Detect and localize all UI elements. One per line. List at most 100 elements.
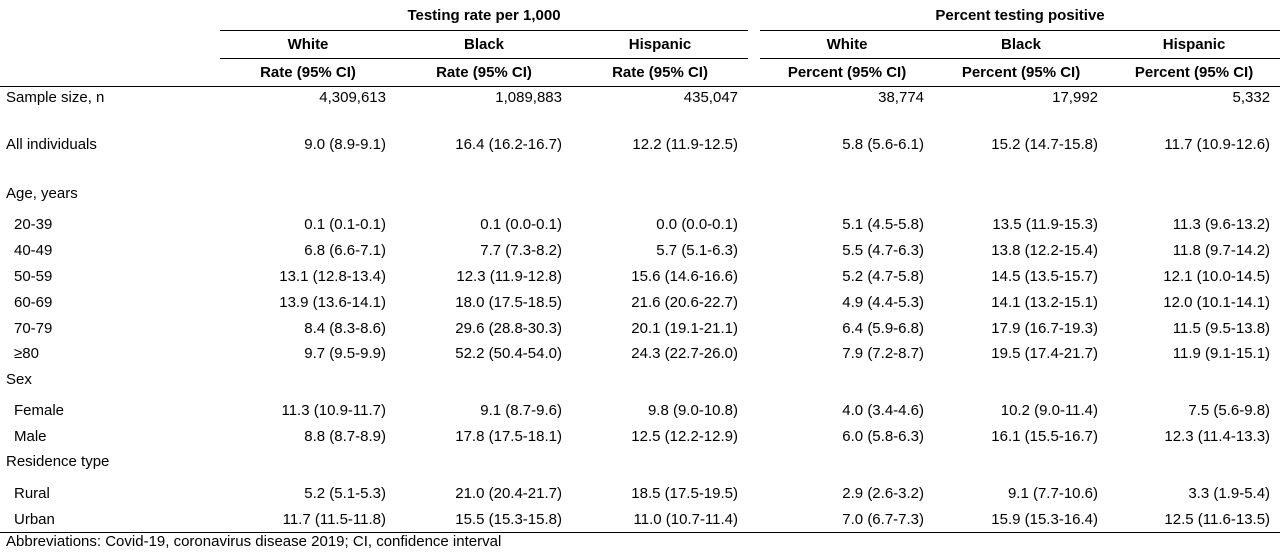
row-age: 60-69 13.9 (13.6-14.1) 18.0 (17.5-18.5) 21.…: [0, 289, 1280, 315]
metric-header: Rate (95% CI): [396, 58, 572, 87]
section-age: Age, years: [0, 181, 1280, 212]
empty-cell: [934, 449, 1108, 480]
value-cell: 8.4 (8.3-8.6): [304, 319, 386, 337]
value-cell: 12.0 (10.1-14.1): [1163, 293, 1271, 311]
value-cell: 6.4 (5.9-6.8): [842, 319, 925, 337]
row-age: 50-59 13.1 (12.8-13.4) 12.3 (11.9-12.8) 15.…: [0, 264, 1280, 290]
row-age: 20-39 0.1 (0.1-0.1) 0.1 (0.0-0.1) 0.0 (0.0-…: [0, 212, 1280, 238]
metric-header: Percent (95% CI): [760, 58, 935, 87]
empty-cell: [748, 181, 760, 212]
value-cell: 14.5 (13.5-15.7): [991, 267, 1099, 285]
empty-cell: [220, 181, 396, 212]
row-age: 40-49 6.8 (6.6-7.1) 7.7 (7.3-8.2) 5.7 (5.1-…: [0, 238, 1280, 264]
row-label: 40-49: [14, 242, 53, 260]
value-cell: 38,774: [878, 89, 925, 106]
race-header: White: [760, 30, 935, 59]
value-cell: 19.5 (17.4-21.7): [991, 345, 1099, 363]
value-cell: 9.1 (8.7-9.6): [480, 402, 562, 420]
metric-header: Percent (95% CI): [934, 58, 1109, 87]
value-cell: 5.5 (4.7-6.3): [842, 242, 925, 260]
row-label: 70-79: [14, 319, 53, 337]
empty-cell: [934, 367, 1108, 398]
value-cell: 15.2 (14.7-15.8): [991, 136, 1099, 153]
race-header: Black: [934, 30, 1109, 59]
value-cell: 21.0 (20.4-21.7): [455, 484, 562, 502]
column-gap: [748, 87, 760, 135]
value-cell: 12.5 (12.2-12.9): [631, 427, 739, 445]
empty-cell: [220, 449, 396, 480]
value-cell: 11.0 (10.7-11.4): [572, 506, 749, 533]
column-gap: [748, 480, 760, 506]
row-sex: Male 8.8 (8.7-8.9) 17.8 (17.5-18.1) 12.5 (1…: [0, 424, 1280, 450]
value-cell: 0.1 (0.1-0.1): [304, 216, 386, 234]
value-cell: 13.9 (13.6-14.1): [279, 293, 386, 311]
value-cell: 29.6 (28.8-30.3): [455, 319, 562, 337]
row-label: All individuals: [6, 136, 97, 153]
metric-header: Percent (95% CI): [1108, 58, 1280, 87]
value-cell: 0.0 (0.0-0.1): [656, 216, 739, 234]
empty-cell: [934, 181, 1108, 212]
value-cell: 11.7 (11.5-11.8): [220, 506, 396, 533]
value-cell: 8.8 (8.7-8.9): [304, 427, 386, 445]
empty-cell: [572, 181, 748, 212]
empty-cell: [748, 449, 760, 480]
section-heading: Residence type: [6, 453, 110, 471]
value-cell: 4.0 (3.4-4.6): [842, 402, 925, 420]
value-cell: 13.5 (11.9-15.3): [992, 216, 1099, 234]
value-cell: 7.5 (5.6-9.8): [1188, 402, 1271, 420]
value-cell: 5.1 (4.5-5.8): [842, 216, 925, 234]
column-gap: [748, 506, 761, 533]
value-cell: 21.6 (20.6-22.7): [631, 293, 739, 311]
row-all-individuals: All individuals 9.0 (8.9-9.1) 16.4 (16.2-1…: [0, 134, 1280, 181]
row-label: 20-39: [14, 216, 53, 234]
value-cell: 9.1 (7.7-10.6): [1007, 484, 1099, 502]
value-cell: 15.5 (15.3-15.8): [396, 506, 572, 533]
value-cell: 12.1 (10.0-14.5): [1163, 267, 1271, 285]
value-cell: 0.1 (0.0-0.1): [480, 216, 562, 234]
row-label: Female: [14, 402, 65, 420]
value-cell: 6.0 (5.8-6.3): [842, 427, 925, 445]
table-body: Sample size, n 4,309,613 1,089,883 435,047 3…: [0, 87, 1280, 533]
value-cell: 9.8 (9.0-10.8): [647, 402, 739, 420]
value-cell: 18.0 (17.5-18.5): [455, 293, 562, 311]
value-cell: 11.9 (9.1-15.1): [1172, 345, 1271, 363]
value-cell: 3.3 (1.9-5.4): [1188, 484, 1271, 502]
column-gap: [748, 264, 760, 290]
row-label: ≥80: [14, 345, 39, 363]
column-gap: [748, 341, 760, 367]
value-cell: 7.0 (6.7-7.3): [760, 506, 935, 533]
empty-cell: [396, 181, 572, 212]
value-cell: 12.3 (11.9-12.8): [456, 267, 562, 285]
empty-cell: [760, 367, 934, 398]
value-cell: 4.9 (4.4-5.3): [842, 293, 925, 311]
value-cell: 5.8 (5.6-6.1): [842, 136, 925, 153]
empty-cell: [572, 367, 748, 398]
row-label: Male: [14, 427, 47, 445]
value-cell: 11.7 (10.9-12.6): [1164, 136, 1271, 153]
column-gap: [748, 424, 760, 450]
value-cell: 52.2 (50.4-54.0): [455, 345, 562, 363]
value-cell: 17,992: [1052, 89, 1099, 106]
value-cell: 17.8 (17.5-18.1): [455, 427, 562, 445]
empty-cell: [760, 449, 934, 480]
empty-cell: [760, 181, 934, 212]
value-cell: 6.8 (6.6-7.1): [304, 242, 386, 260]
value-cell: 17.9 (16.7-19.3): [991, 319, 1099, 337]
header-row-metrics: Rate (95% CI) Rate (95% CI) Rate (95% CI…: [0, 58, 1280, 87]
column-gap: [748, 134, 760, 181]
value-cell: 18.5 (17.5-19.5): [631, 484, 739, 502]
results-table: Testing rate per 1,000 Percent testing p…: [0, 0, 1280, 533]
section-sex: Sex: [0, 367, 1280, 398]
value-cell: 5,332: [1232, 89, 1271, 106]
race-header: Hispanic: [1108, 30, 1280, 59]
column-gap: [748, 315, 760, 341]
value-cell: 1,089,883: [495, 89, 562, 106]
value-cell: 11.5 (9.5-13.8): [1172, 319, 1271, 337]
race-header: Black: [396, 30, 572, 59]
value-cell: 12.3 (11.4-13.3): [1164, 427, 1271, 445]
group-header-percent-positive: Percent testing positive: [760, 0, 1280, 31]
row-label: 60-69: [14, 293, 53, 311]
empty-cell: [396, 449, 572, 480]
row-age: 70-79 8.4 (8.3-8.6) 29.6 (28.8-30.3) 20.1 (…: [0, 315, 1280, 341]
